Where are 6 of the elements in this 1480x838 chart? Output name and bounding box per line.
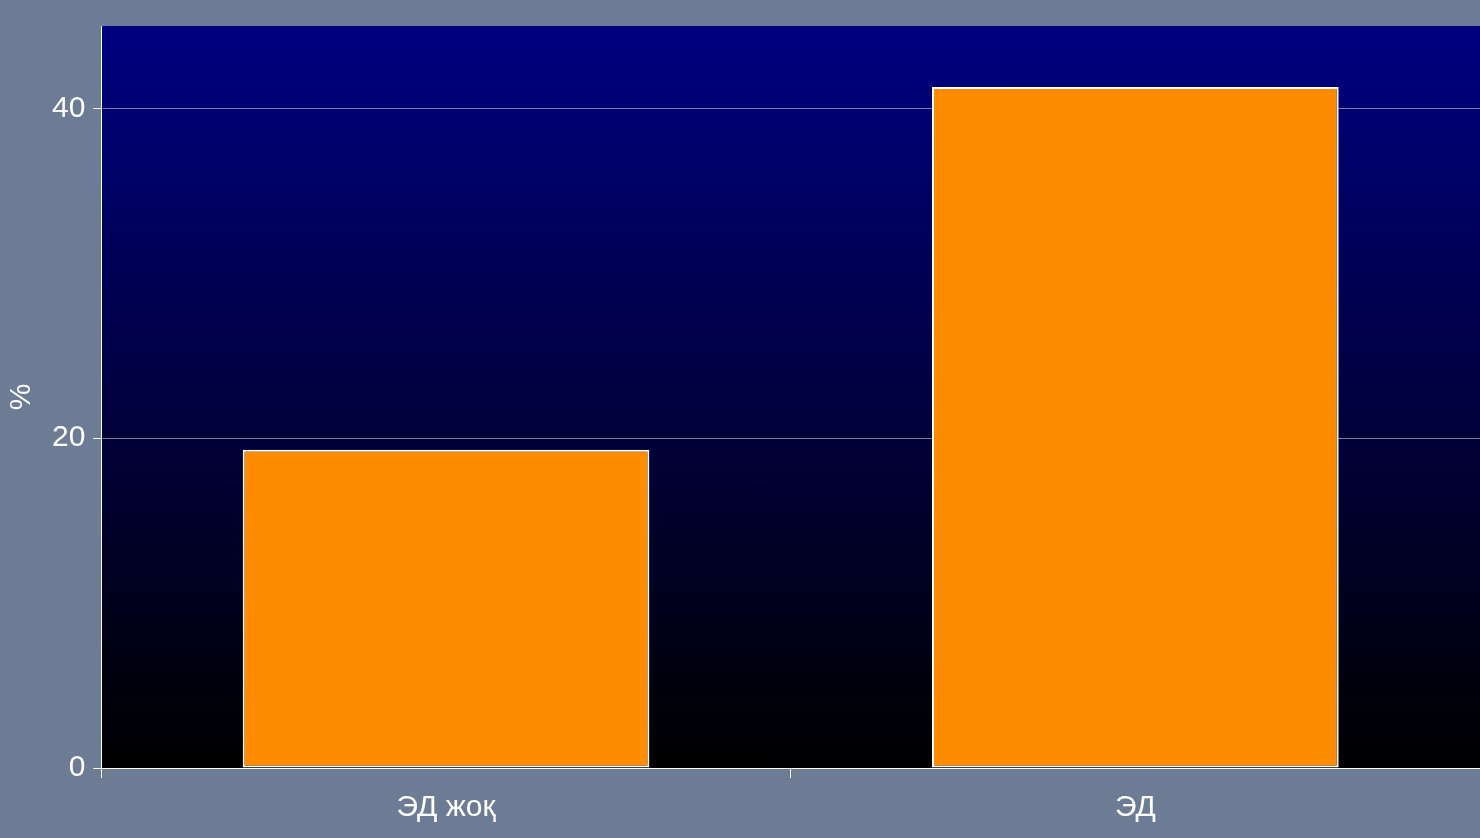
y-axis-title: % [3,383,37,411]
x-tick-label: ЭД [1114,789,1156,823]
y-tick-label: 0 [68,749,86,783]
x-tick-label: ЭД жоқ [396,789,497,823]
y-tick-label: 40 [51,89,86,123]
y-tick-label: 20 [51,419,86,453]
